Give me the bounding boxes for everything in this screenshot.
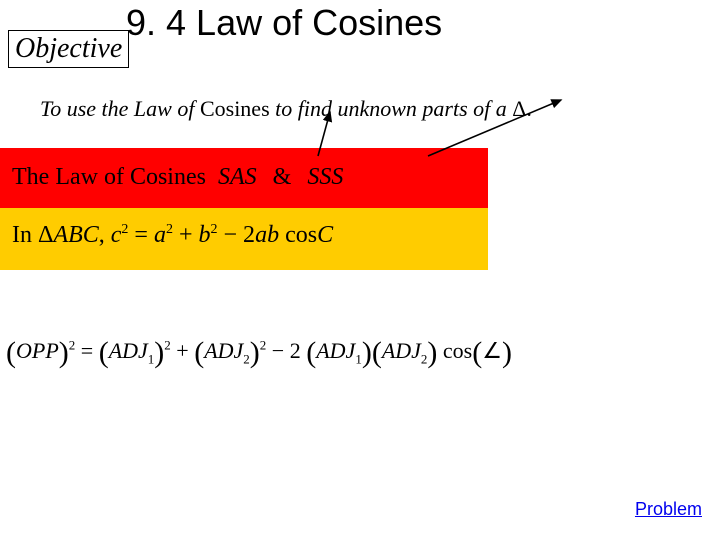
delta-symbol: Δ [38,222,53,248]
law-heading-text: The Law of Cosines SAS & SSS [12,164,349,191]
minus2b: − 2 [272,338,301,363]
in-text: In [12,222,38,248]
objective-mid: to find unknown parts of a [270,96,513,121]
formula-band: In ΔABC, c2 = a2 + b2 − 2ab cosC [0,208,488,270]
law-of-cosines-formula: In ΔABC, c2 = a2 + b2 − 2ab cosC [12,222,333,249]
p2c: ) [154,336,164,369]
objective-cosines: Cosines [200,96,270,121]
plus1: + [173,222,199,248]
e2: 2 [164,338,171,353]
ampersand: & [273,164,292,190]
p6c: ) [502,336,512,369]
law-heading-band: The Law of Cosines SAS & SSS [0,148,488,208]
minus2: − 2 [218,222,256,248]
comma: , [99,222,111,248]
var-ab: ab [255,222,279,248]
eq2: = [81,338,99,363]
cos2: cos [437,338,472,363]
p1o: ( [6,336,16,369]
sss-text: SSS [307,164,343,190]
adj2: ADJ [204,338,243,363]
law-label: The Law of Cosines [12,164,212,190]
big-c: C [317,222,333,248]
e1: 2 [69,338,76,353]
eq1: = [128,222,154,248]
adj1b: ADJ [316,338,355,363]
var-c: c [111,222,122,248]
e3: 2 [260,338,267,353]
p2o: ( [99,336,109,369]
generic-formula: (OPP)2 = (ADJ1)2 + (ADJ2)2 − 2 (ADJ1)(AD… [6,336,512,370]
sas-text: SAS [218,164,257,190]
p3o: ( [194,336,204,369]
p4o: ( [306,336,316,369]
angle: ∠ [482,338,502,363]
objective-label-box: Objective [8,30,129,68]
p4c: ) [362,336,372,369]
p3c: ) [250,336,260,369]
p1c: ) [59,336,69,369]
objective-statement: To use the Law of Cosines to find unknow… [40,96,532,122]
page-title: 9. 4 Law of Cosines [126,2,442,44]
cos-text: cos [279,222,317,248]
var-a: a [154,222,166,248]
adj2b: ADJ [382,338,421,363]
adj1: ADJ [109,338,148,363]
abc-text: ABC [53,222,98,248]
opp: OPP [16,338,59,363]
p5o: ( [372,336,382,369]
exp-b: 2 [211,222,218,237]
p5c: ) [427,336,437,369]
problem-link[interactable]: Problem [635,499,702,520]
objective-prefix: To use the Law of [40,96,200,121]
var-b: b [199,222,211,248]
plus2: + [176,338,194,363]
objective-delta: Δ. [512,96,532,121]
p6o: ( [472,336,482,369]
exp-a: 2 [166,222,173,237]
